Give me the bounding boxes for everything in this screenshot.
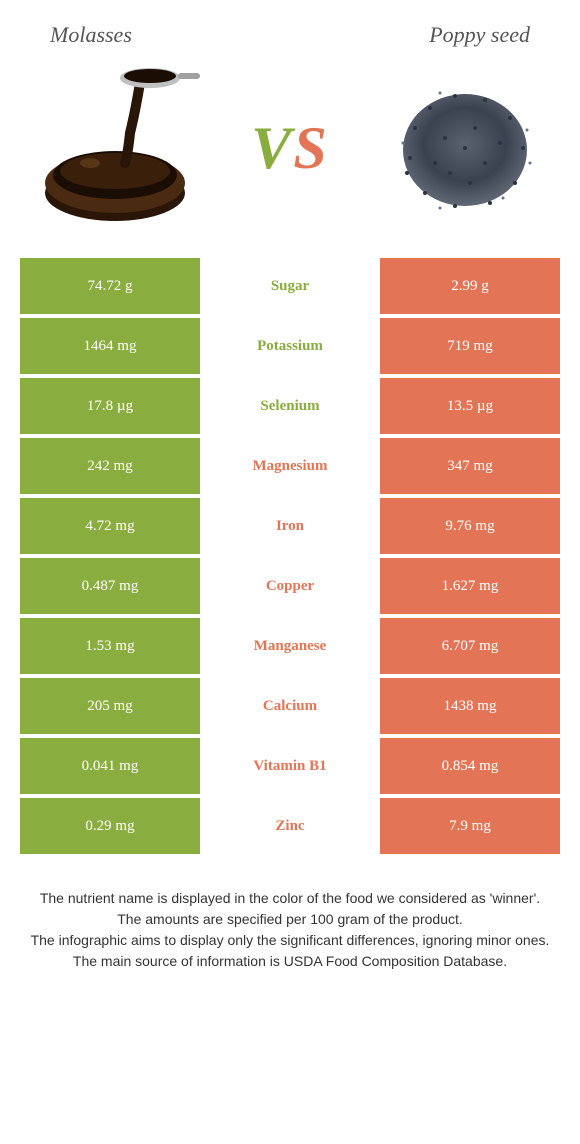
cell-right-value: 9.76 mg xyxy=(380,498,560,554)
table-row: 17.8 µgSelenium13.5 µg xyxy=(20,378,560,434)
header: Molasses Poppy seed xyxy=(0,0,580,58)
table-row: 0.487 mgCopper1.627 mg xyxy=(20,558,560,614)
cell-left-value: 0.041 mg xyxy=(20,738,200,794)
cell-right-value: 6.707 mg xyxy=(380,618,560,674)
cell-left-value: 1.53 mg xyxy=(20,618,200,674)
table-row: 205 mgCalcium1438 mg xyxy=(20,678,560,734)
cell-right-value: 1438 mg xyxy=(380,678,560,734)
cell-nutrient-label: Copper xyxy=(200,558,380,614)
vs-s-letter: S xyxy=(293,115,328,181)
cell-nutrient-label: Manganese xyxy=(200,618,380,674)
cell-left-value: 4.72 mg xyxy=(20,498,200,554)
cell-left-value: 0.29 mg xyxy=(20,798,200,854)
cell-nutrient-label: Potassium xyxy=(200,318,380,374)
cell-right-value: 7.9 mg xyxy=(380,798,560,854)
cell-nutrient-label: Zinc xyxy=(200,798,380,854)
cell-nutrient-label: Iron xyxy=(200,498,380,554)
footnote-line: The amounts are specified per 100 gram o… xyxy=(30,909,550,930)
footnotes: The nutrient name is displayed in the co… xyxy=(0,858,580,972)
cell-nutrient-label: Calcium xyxy=(200,678,380,734)
table-row: 4.72 mgIron9.76 mg xyxy=(20,498,560,554)
cell-right-value: 0.854 mg xyxy=(380,738,560,794)
table-row: 1464 mgPotassium719 mg xyxy=(20,318,560,374)
molasses-icon xyxy=(30,63,200,233)
table-row: 1.53 mgManganese6.707 mg xyxy=(20,618,560,674)
table-row: 74.72 gSugar2.99 g xyxy=(20,258,560,314)
vs-v-letter: V xyxy=(251,115,293,181)
cell-left-value: 0.487 mg xyxy=(20,558,200,614)
poppy-seed-image xyxy=(380,63,550,233)
cell-nutrient-label: Vitamin B1 xyxy=(200,738,380,794)
cell-left-value: 74.72 g xyxy=(20,258,200,314)
table-row: 242 mgMagnesium347 mg xyxy=(20,438,560,494)
cell-left-value: 205 mg xyxy=(20,678,200,734)
images-row: VS xyxy=(0,58,580,258)
cell-right-value: 719 mg xyxy=(380,318,560,374)
cell-nutrient-label: Selenium xyxy=(200,378,380,434)
table-row: 0.29 mgZinc7.9 mg xyxy=(20,798,560,854)
food-title-right: Poppy seed xyxy=(429,22,530,48)
cell-right-value: 1.627 mg xyxy=(380,558,560,614)
food-title-left: Molasses xyxy=(50,22,132,48)
cell-left-value: 17.8 µg xyxy=(20,378,200,434)
poppy-seed-icon xyxy=(385,68,545,228)
footnote-line: The main source of information is USDA F… xyxy=(30,951,550,972)
cell-nutrient-label: Sugar xyxy=(200,258,380,314)
molasses-image xyxy=(30,63,200,233)
cell-right-value: 347 mg xyxy=(380,438,560,494)
cell-left-value: 1464 mg xyxy=(20,318,200,374)
footnote-line: The nutrient name is displayed in the co… xyxy=(30,888,550,909)
table-row: 0.041 mgVitamin B10.854 mg xyxy=(20,738,560,794)
cell-right-value: 2.99 g xyxy=(380,258,560,314)
comparison-table: 74.72 gSugar2.99 g1464 mgPotassium719 mg… xyxy=(0,258,580,854)
vs-label: VS xyxy=(251,114,328,183)
footnote-line: The infographic aims to display only the… xyxy=(30,930,550,951)
cell-left-value: 242 mg xyxy=(20,438,200,494)
cell-nutrient-label: Magnesium xyxy=(200,438,380,494)
cell-right-value: 13.5 µg xyxy=(380,378,560,434)
